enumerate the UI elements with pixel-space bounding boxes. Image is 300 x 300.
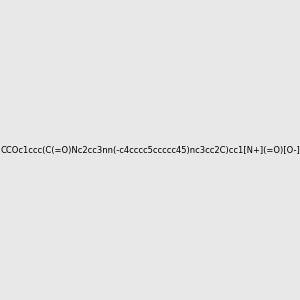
Text: CCOc1ccc(C(=O)Nc2cc3nn(-c4cccc5ccccc45)nc3cc2C)cc1[N+](=O)[O-]: CCOc1ccc(C(=O)Nc2cc3nn(-c4cccc5ccccc45)n… [0, 146, 300, 154]
